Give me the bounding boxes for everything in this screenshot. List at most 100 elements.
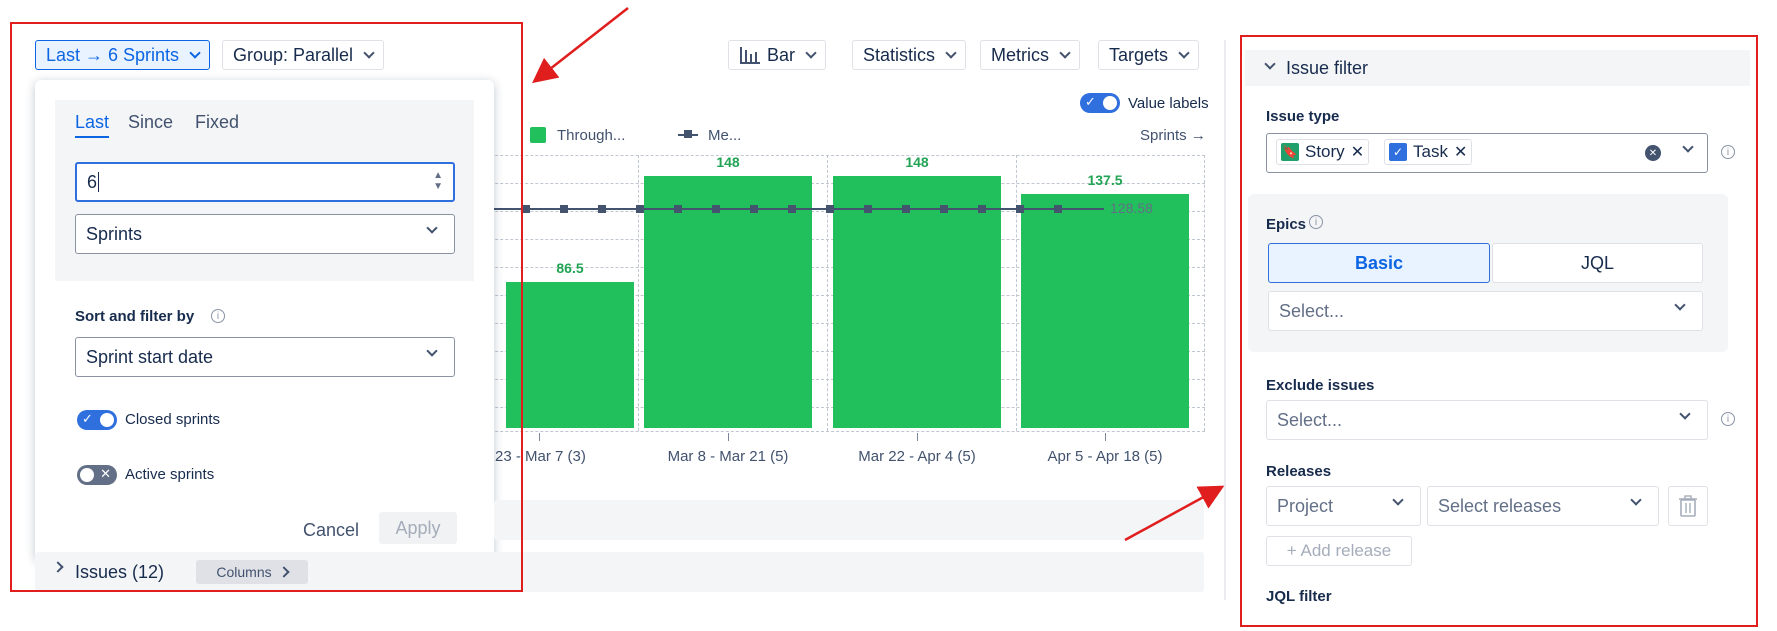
mean-marker <box>864 205 872 214</box>
tag-task[interactable]: ✓ Task ✕ <box>1384 139 1473 165</box>
jql-toggle-button[interactable]: JQL <box>1492 243 1703 283</box>
issue-filter-header[interactable] <box>1245 50 1750 86</box>
metrics-button[interactable]: Metrics <box>980 40 1080 70</box>
closed-sprints-label: Closed sprints <box>125 411 221 428</box>
statistics-button[interactable]: Statistics <box>852 40 967 70</box>
active-sprints-label: Active sprints <box>125 466 215 483</box>
issue-type-select[interactable] <box>1266 133 1708 173</box>
tab-fixed[interactable]: Fixed <box>195 112 240 132</box>
targets-button[interactable]: Targets <box>1098 40 1200 70</box>
grid-line <box>1204 155 1205 431</box>
unit-select[interactable]: Sprints <box>75 214 455 254</box>
value-labels-toggle[interactable]: ✓ <box>1080 93 1120 113</box>
apply-button[interactable]: Apply <box>379 512 457 544</box>
grid-line <box>420 239 1205 240</box>
toggle-knob <box>80 468 94 482</box>
legend-throughput-label[interactable]: Through... <box>557 127 626 144</box>
collapsed-section[interactable] <box>494 500 1204 540</box>
columns-button[interactable]: Columns <box>196 560 308 584</box>
exclude-issues-label: Exclude issues <box>1266 377 1375 394</box>
grid-line <box>420 431 1205 432</box>
delete-release-button[interactable] <box>1668 486 1708 526</box>
count-input[interactable]: 6 ▲ ▼ <box>75 162 455 202</box>
tag-story[interactable]: 🔖 Story ✕ <box>1276 139 1370 165</box>
chart-bar[interactable] <box>506 281 634 428</box>
mean-marker <box>560 205 568 214</box>
chart-bar[interactable] <box>644 175 812 428</box>
issue-type-label: Issue type <box>1266 108 1340 125</box>
sort-filter-label: Sort and filter by <box>75 308 195 325</box>
info-icon[interactable]: i <box>1309 215 1323 229</box>
x-tick-mark <box>539 433 540 441</box>
x-tick-label: Apr 5 - Apr 18 (5) <box>1047 448 1163 465</box>
tab-last[interactable]: Last <box>75 112 110 138</box>
sprints-link[interactable]: Sprints → <box>1140 127 1206 144</box>
cancel-button[interactable]: Cancel <box>303 520 360 540</box>
mean-marker <box>712 205 720 214</box>
x-tick-mark <box>728 433 729 441</box>
chart-bar[interactable] <box>1021 193 1189 428</box>
check-icon: ✓ <box>1085 94 1096 109</box>
check-icon: ✓ <box>82 411 93 426</box>
add-release-button[interactable]: + Add release <box>1266 536 1412 566</box>
panel-divider <box>1224 40 1226 600</box>
project-select[interactable]: Project <box>1266 486 1421 526</box>
mean-marker <box>598 205 606 214</box>
grid-line <box>420 379 1205 380</box>
close-icon[interactable]: ✕ <box>1453 144 1468 161</box>
task-icon: ✓ <box>1389 143 1407 161</box>
info-icon[interactable]: i <box>1721 412 1735 426</box>
chart-bar[interactable] <box>833 175 1001 428</box>
count-value: 6 <box>87 171 98 192</box>
grid-line <box>420 211 1205 212</box>
mean-marker <box>978 205 986 214</box>
legend-mean-marker <box>684 130 692 138</box>
legend-mean-label[interactable]: Me... <box>708 127 742 144</box>
issue-filter-title: Issue filter <box>1286 58 1369 78</box>
grid-line <box>420 323 1205 324</box>
mean-marker <box>674 205 682 214</box>
grid-line <box>827 155 828 431</box>
mean-marker <box>940 205 948 214</box>
trash-icon <box>1679 495 1697 517</box>
exclude-issues-select[interactable]: Select... <box>1266 400 1708 440</box>
caret <box>98 172 100 192</box>
targets-label: Targets <box>1109 44 1169 65</box>
bar-value-label: 86.5 <box>556 259 584 276</box>
tab-since[interactable]: Since <box>128 112 174 132</box>
releases-select[interactable]: Select releases <box>1427 486 1659 526</box>
issues-label[interactable]: Issues (12) <box>75 562 165 582</box>
sort-value: Sprint start date <box>86 346 214 367</box>
range-dropdown-button[interactable]: Last → 6 Sprints <box>35 40 211 70</box>
mean-line[interactable] <box>494 208 1104 211</box>
mean-marker <box>636 205 644 214</box>
chart-type-button[interactable]: Bar <box>728 40 827 70</box>
releases-placeholder: Select releases <box>1438 495 1562 516</box>
closed-sprints-toggle[interactable]: ✓ <box>77 410 117 430</box>
grid-line <box>420 295 1205 296</box>
group-dropdown-button[interactable]: Group: Parallel <box>222 40 385 70</box>
epics-select[interactable]: Select... <box>1268 291 1703 331</box>
chart-type-label: Bar <box>767 44 796 65</box>
grid-line <box>1016 155 1017 431</box>
info-icon[interactable]: i <box>1721 145 1735 159</box>
range-dropdown-label: Last → 6 Sprints <box>46 44 180 65</box>
tag-task-label: Task <box>1413 142 1448 161</box>
stepper-icon[interactable]: ▲ ▼ <box>433 170 443 192</box>
grid-line <box>420 351 1205 352</box>
clear-icon[interactable]: ✕ <box>1645 145 1661 161</box>
info-icon[interactable]: i <box>211 309 225 323</box>
close-icon[interactable]: ✕ <box>1350 144 1365 161</box>
mean-marker <box>788 205 796 214</box>
x-tick-label: eb 23 - Mar 7 (3) <box>474 448 586 465</box>
mean-marker <box>522 205 530 214</box>
unit-value: Sprints <box>86 223 143 244</box>
bar-value-label: 137.5 <box>1087 171 1123 188</box>
x-tick-label: Mar 22 - Apr 4 (5) <box>858 448 976 465</box>
sort-select[interactable]: Sprint start date <box>75 337 455 377</box>
project-value: Project <box>1277 495 1334 516</box>
basic-toggle-button[interactable]: Basic <box>1268 243 1490 283</box>
x-icon: ✕ <box>100 466 111 481</box>
active-sprints-toggle[interactable]: ✕ <box>77 465 117 485</box>
